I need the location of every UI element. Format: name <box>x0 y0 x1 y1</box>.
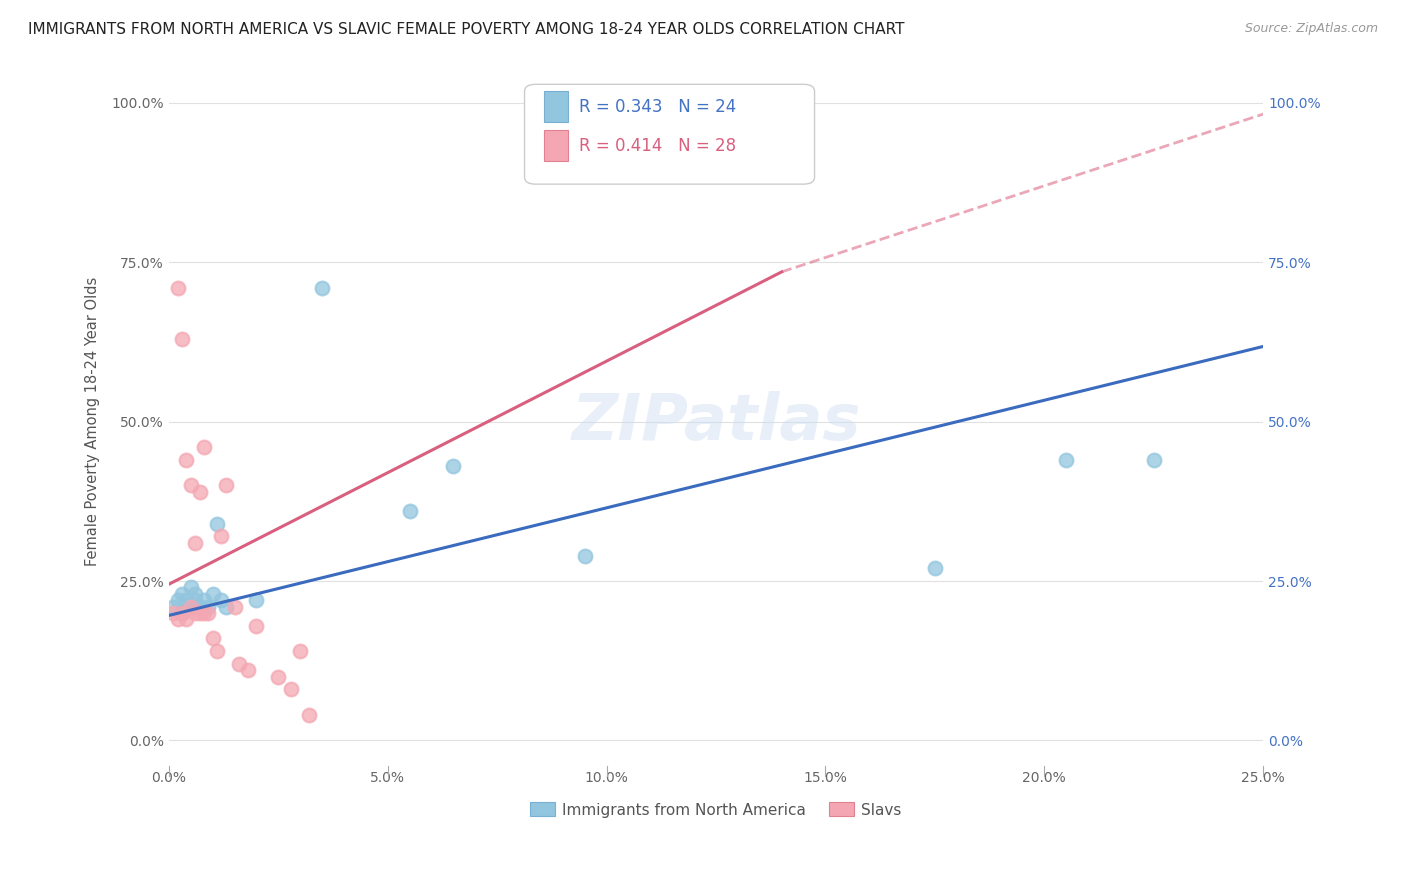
Point <box>193 440 215 454</box>
FancyBboxPatch shape <box>524 85 814 184</box>
Point <box>1054 453 1077 467</box>
Point <box>236 663 259 677</box>
Point <box>170 606 193 620</box>
Point <box>184 587 207 601</box>
Point <box>228 657 250 671</box>
Point <box>162 606 184 620</box>
Point <box>224 599 246 614</box>
Point <box>180 599 202 614</box>
Point <box>290 644 312 658</box>
Point <box>205 644 228 658</box>
Point <box>197 599 219 614</box>
Point <box>215 599 238 614</box>
Text: Source: ZipAtlas.com: Source: ZipAtlas.com <box>1244 22 1378 36</box>
Point <box>245 618 267 632</box>
Point <box>180 581 202 595</box>
Point <box>267 670 290 684</box>
Point <box>201 587 224 601</box>
Y-axis label: Female Poverty Among 18-24 Year Olds: Female Poverty Among 18-24 Year Olds <box>86 277 100 566</box>
Point <box>162 599 184 614</box>
Point <box>574 549 596 563</box>
Point <box>176 612 198 626</box>
Point <box>166 593 188 607</box>
Point <box>170 606 193 620</box>
Point <box>188 606 211 620</box>
Point <box>180 478 202 492</box>
Point <box>441 459 464 474</box>
Text: IMMIGRANTS FROM NORTH AMERICA VS SLAVIC FEMALE POVERTY AMONG 18-24 YEAR OLDS COR: IMMIGRANTS FROM NORTH AMERICA VS SLAVIC … <box>28 22 904 37</box>
Point <box>188 484 211 499</box>
FancyBboxPatch shape <box>544 91 568 122</box>
Point <box>215 478 238 492</box>
Point <box>193 606 215 620</box>
Point <box>311 281 333 295</box>
Point <box>298 707 321 722</box>
Point <box>398 504 420 518</box>
Text: R = 0.414   N = 28: R = 0.414 N = 28 <box>579 137 737 155</box>
Point <box>184 606 207 620</box>
Point <box>188 599 211 614</box>
Point <box>170 587 193 601</box>
Point <box>180 599 202 614</box>
Point <box>209 593 232 607</box>
Text: R = 0.343   N = 24: R = 0.343 N = 24 <box>579 98 737 116</box>
Point <box>184 593 207 607</box>
Point <box>184 535 207 549</box>
Point <box>1143 453 1166 467</box>
Point <box>924 561 946 575</box>
Legend: Immigrants from North America, Slavs: Immigrants from North America, Slavs <box>524 797 908 823</box>
Point <box>166 612 188 626</box>
Point <box>193 593 215 607</box>
Point <box>197 606 219 620</box>
Point <box>209 529 232 543</box>
Point <box>166 281 188 295</box>
Point <box>280 682 302 697</box>
FancyBboxPatch shape <box>544 130 568 161</box>
Point <box>170 332 193 346</box>
Point <box>176 593 198 607</box>
Point <box>176 453 198 467</box>
Point <box>245 593 267 607</box>
Point <box>205 516 228 531</box>
Point <box>201 632 224 646</box>
Text: ZIPatlas: ZIPatlas <box>571 391 860 452</box>
